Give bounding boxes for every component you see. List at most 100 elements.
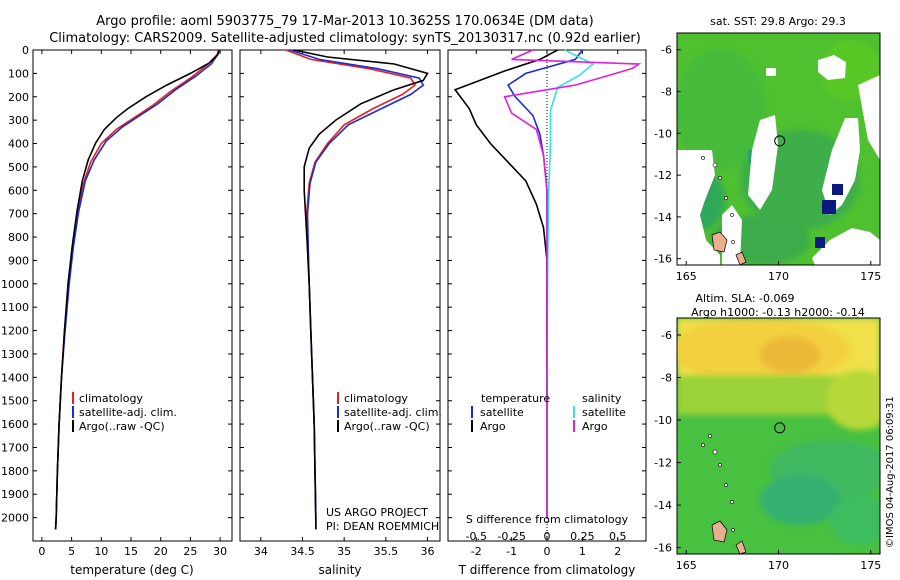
map-y-tick-label: -14 <box>654 499 672 512</box>
x-tick-label: 34 <box>254 545 268 558</box>
legend-satellite-adj: satellite-adj. clim. <box>79 406 177 419</box>
legend-title-salinity: salinity <box>582 392 622 405</box>
temperature-xlabel: temperature (deg C) <box>70 563 193 577</box>
difference-xlabel-top: S difference from climatology <box>466 513 629 526</box>
map-y-tick-label: -8 <box>661 372 672 385</box>
salinity-panel <box>239 49 441 542</box>
y-tick-label: 0 <box>22 44 29 57</box>
y-tick-label: 600 <box>8 184 29 197</box>
y-tick-label: 1100 <box>1 301 29 314</box>
s-tick-label: 0.5 <box>609 530 627 543</box>
sst-islands <box>711 231 747 265</box>
x-tick-label: -2 <box>471 545 482 558</box>
x-tick-label: 5 <box>68 545 75 558</box>
map-y-tick-label: -14 <box>654 211 672 224</box>
sla-map-subtitle: Argo h1000: -0.13 h2000: -0.14 <box>691 306 865 319</box>
sla-map-axes: 165 170 175 -6 -8 -10 -12 -14 -16 <box>654 329 881 572</box>
y-tick-label: 700 <box>8 208 29 221</box>
x-tick-label: 0 <box>38 545 45 558</box>
x-tick-label: 0 <box>544 545 551 558</box>
y-tick-label: 900 <box>8 254 29 267</box>
legend-argo: Argo(..raw -QC) <box>79 420 165 433</box>
argo-position-marker-sla <box>774 422 786 434</box>
legend-argo: Argo <box>480 420 506 433</box>
salinity-xlabel: salinity <box>318 563 361 577</box>
y-tick-label: 500 <box>8 161 29 174</box>
x-tick-label: -1 <box>506 545 517 558</box>
temperature-plot: 0 5 10 15 20 25 300100200300400500600700800900… <box>1 44 232 558</box>
map-y-tick-label: -6 <box>661 44 672 57</box>
y-tick-label: 1900 <box>1 488 29 501</box>
imos-stamp: ©IMOS 04-Aug-2017 06:09:31 <box>885 396 896 548</box>
sst-cloud-gaps <box>677 55 880 265</box>
map-x-tick-label: 170 <box>768 559 789 572</box>
difference-legend-temperature: temperature satellite Argo <box>471 392 550 433</box>
legend-climatology: climatology <box>79 392 143 405</box>
y-tick-label: 1200 <box>1 325 29 338</box>
x-tick-label: 2 <box>614 545 621 558</box>
y-tick-label: 1700 <box>1 441 29 454</box>
x-tick-label: 35 <box>337 545 351 558</box>
x-tick-label: 15 <box>124 545 138 558</box>
header-line-1: Argo profile: aoml 5903775_79 17-Mar-201… <box>96 14 593 29</box>
series-line <box>294 49 429 530</box>
s-tick-label: 0 <box>544 530 551 543</box>
difference-xlabel: T difference from climatology <box>458 563 636 577</box>
legend-argo: Argo(..raw -QC) <box>344 420 430 433</box>
y-tick-label: 1300 <box>1 348 29 361</box>
sla-islands <box>711 520 747 554</box>
x-tick-label: 20 <box>154 545 168 558</box>
y-tick-label: 800 <box>8 231 29 244</box>
pi-annotation: PI: DEAN ROEMMICH <box>326 520 439 533</box>
difference-plot: -2 -1 0 1 2 -0.5 -0.25 0 0.25 0.5 <box>448 49 646 558</box>
legend-satellite-adj: satellite-adj. clim. <box>344 406 442 419</box>
series-line <box>503 49 642 518</box>
salinity-plot: 34 34.5 35 35.5 36 <box>240 49 440 558</box>
sla-field <box>677 318 880 545</box>
s-tick-label: -0.25 <box>497 530 525 543</box>
sst-cold-cells <box>815 184 843 248</box>
map-x-tick-label: 175 <box>860 559 881 572</box>
map-x-tick-label: 165 <box>676 270 697 283</box>
legend-title-temperature: temperature <box>481 392 550 405</box>
legend-argo-salinity: Argo <box>582 420 608 433</box>
sst-map-axes: 165 170 175 -6 -8 -10 -12 -14 -16 <box>654 44 881 283</box>
x-tick-label: 34.5 <box>290 545 315 558</box>
salinity-legend: climatology satellite-adj. clim. Argo(..… <box>337 392 442 433</box>
x-tick-label: 10 <box>94 545 108 558</box>
sst-map <box>677 33 880 265</box>
s-tick-label: -0.5 <box>466 530 487 543</box>
x-tick-label: 35.5 <box>374 545 399 558</box>
legend-climatology: climatology <box>344 392 408 405</box>
x-tick-label: 36 <box>421 545 435 558</box>
sst-map-title: sat. SST: 29.8 Argo: 29.3 <box>710 15 846 28</box>
legend-satellite-salinity: satellite <box>582 406 626 419</box>
y-tick-label: 1800 <box>1 465 29 478</box>
y-tick-label: 100 <box>8 67 29 80</box>
map-x-tick-label: 175 <box>860 270 881 283</box>
sla-map <box>677 318 880 554</box>
map-x-tick-label: 170 <box>768 270 789 283</box>
map-y-tick-label: -16 <box>654 253 672 266</box>
temperature-legend: climatology satellite-adj. clim. Argo(..… <box>72 392 177 433</box>
map-y-tick-label: -10 <box>654 414 672 427</box>
y-tick-label: 2000 <box>1 512 29 525</box>
map-y-tick-label: -8 <box>661 86 672 99</box>
x-tick-label: 25 <box>183 545 197 558</box>
series-line <box>54 49 220 530</box>
x-tick-label: 30 <box>213 545 227 558</box>
map-y-tick-label: -16 <box>654 542 672 555</box>
project-annotation: US ARGO PROJECT <box>326 506 428 519</box>
legend-satellite: satellite <box>480 406 524 419</box>
map-x-tick-label: 165 <box>676 559 697 572</box>
s-tick-label: 0.25 <box>570 530 595 543</box>
map-y-tick-label: -12 <box>654 169 672 182</box>
map-y-tick-label: -12 <box>654 457 672 470</box>
argo-position-marker-sst <box>774 135 786 147</box>
sla-map-title: Altim. SLA: -0.069 <box>695 292 794 305</box>
temperature-panel <box>32 49 233 542</box>
y-tick-label: 1600 <box>1 418 29 431</box>
difference-legend-salinity: salinity satellite Argo <box>573 392 626 433</box>
y-tick-label: 1400 <box>1 371 29 384</box>
